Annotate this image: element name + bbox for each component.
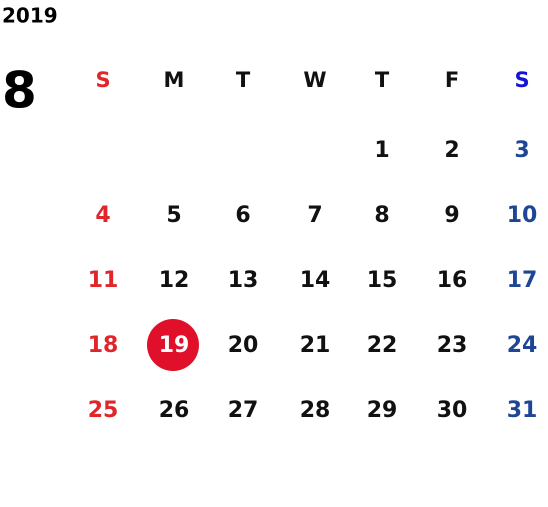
- day: 20: [228, 333, 259, 358]
- day: 19: [159, 333, 190, 358]
- day: 21: [300, 333, 331, 358]
- weekday-label: T: [375, 68, 390, 92]
- day: 15: [367, 268, 398, 293]
- today-highlight: [147, 319, 199, 371]
- day: 1: [374, 138, 389, 163]
- day: 22: [367, 333, 398, 358]
- day: 30: [437, 398, 468, 423]
- weekday-label: T: [236, 68, 251, 92]
- day: 17: [507, 268, 538, 293]
- day: 29: [367, 398, 398, 423]
- weekday-label: W: [303, 68, 326, 92]
- day: 14: [300, 268, 331, 293]
- day: 24: [507, 333, 538, 358]
- day: 31: [507, 398, 538, 423]
- weekday-label: F: [445, 68, 459, 92]
- day: 12: [159, 268, 190, 293]
- day: 8: [374, 203, 389, 228]
- day: 26: [159, 398, 190, 423]
- day: 3: [514, 138, 529, 163]
- day: 16: [437, 268, 468, 293]
- day: 11: [88, 268, 119, 293]
- day: 2: [444, 138, 459, 163]
- day: 13: [228, 268, 259, 293]
- day: 25: [88, 398, 119, 423]
- day: 6: [235, 203, 250, 228]
- day: 10: [507, 203, 538, 228]
- day: 4: [95, 203, 110, 228]
- year: 2019: [2, 4, 58, 28]
- weekday-label: S: [95, 68, 110, 92]
- weekday-label: S: [514, 68, 529, 92]
- month: 8: [2, 62, 37, 120]
- day: 23: [437, 333, 468, 358]
- day: 28: [300, 398, 331, 423]
- day: 18: [88, 333, 119, 358]
- weekday-label: M: [164, 68, 185, 92]
- day: 7: [307, 203, 322, 228]
- day: 9: [444, 203, 459, 228]
- day: 5: [166, 203, 181, 228]
- day: 27: [228, 398, 259, 423]
